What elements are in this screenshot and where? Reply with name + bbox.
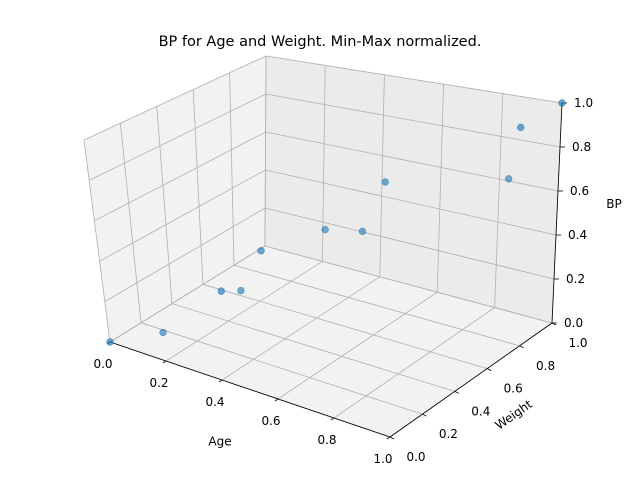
grid-line-y bbox=[264, 55, 553, 324]
y-tick-mark bbox=[389, 436, 395, 440]
data-point bbox=[321, 225, 329, 234]
y-tick-mark bbox=[519, 345, 524, 349]
z-tick-label: 1.0 bbox=[574, 96, 593, 110]
x-axis-label: Age bbox=[208, 435, 231, 449]
data-points bbox=[106, 99, 566, 346]
grid-line-y bbox=[229, 72, 520, 347]
y-tick-label: 0.4 bbox=[471, 404, 490, 418]
x-tick-label: 0.4 bbox=[205, 395, 224, 409]
x-tick-label: 0.2 bbox=[149, 376, 168, 390]
grid-line-y bbox=[156, 106, 455, 392]
y-tick-label: 0.0 bbox=[406, 450, 425, 464]
data-point bbox=[381, 178, 389, 186]
grid-line-y bbox=[120, 123, 423, 415]
data-point bbox=[257, 247, 265, 255]
z-tick-label: 0.0 bbox=[564, 316, 583, 330]
grid-line-y bbox=[192, 89, 488, 369]
x-tick-mark bbox=[162, 360, 167, 364]
axis-lines bbox=[109, 102, 563, 438]
data-point bbox=[517, 123, 525, 132]
data-point bbox=[159, 328, 167, 337]
y-tick-mark bbox=[422, 413, 427, 417]
data-point bbox=[504, 175, 513, 183]
data-point bbox=[106, 338, 114, 346]
data-point bbox=[237, 286, 245, 295]
y-tick-label: 0.6 bbox=[504, 382, 523, 396]
y-tick-mark bbox=[454, 391, 459, 394]
data-point bbox=[358, 227, 367, 236]
x-axis-line bbox=[109, 341, 391, 438]
y-axis-label: Weight bbox=[493, 397, 536, 433]
tick-labels: 0.0 0.2 0.4 0.6 0.8 1.0 0.0 0.2 0.4 0.6 0.8 1.0 0.0 0… bbox=[93, 96, 593, 466]
y-tick-mark bbox=[487, 368, 492, 371]
y-tick-label: 0.2 bbox=[439, 427, 458, 441]
z-tick-label: 0.6 bbox=[570, 184, 589, 198]
z-tick-label: 0.8 bbox=[572, 140, 591, 154]
y-tick-label: 0.8 bbox=[536, 359, 555, 373]
x-tick-mark bbox=[218, 379, 223, 383]
x-tick-label: 1.0 bbox=[373, 452, 392, 466]
z-tick-label: 0.4 bbox=[568, 228, 587, 242]
x-tick-mark bbox=[330, 417, 335, 421]
chart-title: BP for Age and Weight. Min-Max normalize… bbox=[159, 34, 482, 50]
z-axis-line bbox=[551, 102, 563, 324]
z-tick-label: 0.2 bbox=[566, 272, 585, 286]
x-tick-label: 0.0 bbox=[93, 357, 112, 371]
x-tick-mark bbox=[386, 436, 391, 440]
x-tick-label: 0.8 bbox=[317, 433, 336, 447]
y-tick-label: 1.0 bbox=[568, 336, 587, 350]
z-axis-label: BP bbox=[606, 197, 621, 211]
y-axis-line bbox=[389, 322, 553, 438]
grid-line-z bbox=[83, 55, 563, 141]
x-tick-mark bbox=[274, 398, 279, 402]
data-point bbox=[558, 99, 566, 107]
data-point bbox=[217, 287, 225, 295]
x-tick-label: 0.6 bbox=[261, 414, 280, 428]
